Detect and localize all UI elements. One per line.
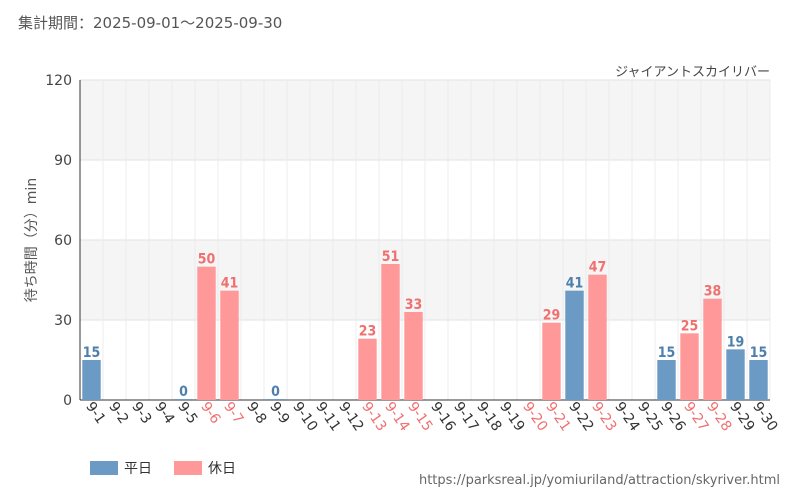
value-label-9-1: 15 <box>83 345 101 361</box>
x-tick-9-3: 9-3 <box>128 399 154 427</box>
x-tick-9-18: 9-18 <box>473 399 504 434</box>
value-label-9-29: 19 <box>727 334 745 350</box>
x-tick-9-9: 9-9 <box>266 399 292 427</box>
x-tick-9-6: 9-6 <box>197 399 223 427</box>
bar-9-14[interactable] <box>381 264 400 400</box>
value-label-9-14: 51 <box>382 249 400 265</box>
bar-9-5[interactable] <box>174 399 193 400</box>
x-tick-9-12: 9-12 <box>335 399 366 434</box>
bar-9-23[interactable] <box>588 274 607 400</box>
y-tick-label: 60 <box>54 233 72 249</box>
value-label-9-6: 50 <box>198 252 216 268</box>
legend-weekday-swatch <box>90 461 118 475</box>
y-tick-label: 30 <box>54 313 72 329</box>
legend-holiday[interactable]: 休日 <box>174 458 236 478</box>
bar-9-1[interactable] <box>82 360 101 400</box>
x-tick-9-23: 9-23 <box>588 399 619 434</box>
bar-9-30[interactable] <box>749 360 768 400</box>
x-tick-9-25: 9-25 <box>634 399 665 434</box>
x-tick-9-30: 9-30 <box>749 399 780 434</box>
x-tick-9-16: 9-16 <box>427 399 458 434</box>
value-label-9-22: 41 <box>566 276 584 292</box>
value-label-9-27: 25 <box>681 318 699 334</box>
value-labels: 15 0 50 41 0 23 51 33 29 41 47 15 25 38 19 15 <box>83 249 768 400</box>
value-label-9-26: 15 <box>658 345 676 361</box>
x-tick-9-28: 9-28 <box>703 399 734 434</box>
x-tick-9-29: 9-29 <box>726 399 757 434</box>
value-label-9-23: 47 <box>589 260 607 276</box>
x-tick-9-26: 9-26 <box>657 399 688 434</box>
x-tick-9-7: 9-7 <box>220 399 246 427</box>
bar-9-7[interactable] <box>220 290 239 400</box>
y-tick-label: 90 <box>54 153 72 169</box>
y-tick-label: 0 <box>63 393 72 409</box>
grid-lines <box>79 79 771 401</box>
value-label-9-7: 41 <box>221 276 239 292</box>
value-label-9-30: 15 <box>750 345 768 361</box>
y-ticks: 0 30 60 90 120 <box>45 73 72 409</box>
bar-9-28[interactable] <box>703 298 722 400</box>
x-tick-9-10: 9-10 <box>289 399 320 434</box>
legend: 平日 休日 <box>90 458 258 478</box>
x-tick-9-27: 9-27 <box>680 399 711 434</box>
bar-9-27[interactable] <box>680 333 699 400</box>
x-tick-9-24: 9-24 <box>611 399 642 434</box>
x-tick-9-20: 9-20 <box>519 399 550 434</box>
y-axis-label: 待ち時間（分）min <box>24 178 40 302</box>
value-label-9-9: 0 <box>271 384 280 400</box>
period-label: 集計期間：2025-09-01～2025-09-30 <box>18 14 283 32</box>
bar-9-9[interactable] <box>266 399 285 400</box>
x-tick-9-14: 9-14 <box>381 399 412 434</box>
legend-holiday-label: 休日 <box>208 461 236 477</box>
x-tick-9-15: 9-15 <box>404 399 435 434</box>
x-ticks: 9-19-29-39-49-59-69-79-89-99-109-119-129… <box>82 399 780 434</box>
source-url[interactable]: https://parksreal.jp/yomiuriland/attract… <box>418 473 780 488</box>
legend-holiday-swatch <box>174 461 202 475</box>
y-tick-label: 120 <box>45 73 72 89</box>
value-label-9-13: 23 <box>359 324 377 340</box>
x-tick-9-13: 9-13 <box>358 399 389 434</box>
bars <box>82 264 768 400</box>
legend-weekday[interactable]: 平日 <box>90 458 152 478</box>
bar-9-21[interactable] <box>542 322 561 400</box>
x-tick-9-22: 9-22 <box>565 399 596 434</box>
x-tick-9-17: 9-17 <box>450 399 481 434</box>
bar-9-15[interactable] <box>404 312 423 400</box>
bar-9-13[interactable] <box>358 338 377 400</box>
x-tick-9-1: 9-1 <box>82 399 108 427</box>
legend-weekday-label: 平日 <box>124 461 152 477</box>
x-tick-9-2: 9-2 <box>105 399 131 427</box>
value-label-9-21: 29 <box>543 308 561 324</box>
x-tick-9-19: 9-19 <box>496 399 527 434</box>
value-label-9-5: 0 <box>179 384 188 400</box>
value-label-9-28: 38 <box>704 284 722 300</box>
x-tick-9-11: 9-11 <box>312 399 343 434</box>
bar-9-26[interactable] <box>657 360 676 400</box>
value-label-9-15: 33 <box>405 297 423 313</box>
bar-9-6[interactable] <box>197 266 216 400</box>
x-tick-9-21: 9-21 <box>542 399 573 434</box>
x-tick-9-4: 9-4 <box>151 399 177 427</box>
x-tick-9-8: 9-8 <box>243 399 269 427</box>
attraction-name: ジャイアントスカイリバー <box>615 65 770 80</box>
bar-9-29[interactable] <box>726 349 745 400</box>
x-tick-9-5: 9-5 <box>174 399 200 427</box>
bar-9-22[interactable] <box>565 290 584 400</box>
